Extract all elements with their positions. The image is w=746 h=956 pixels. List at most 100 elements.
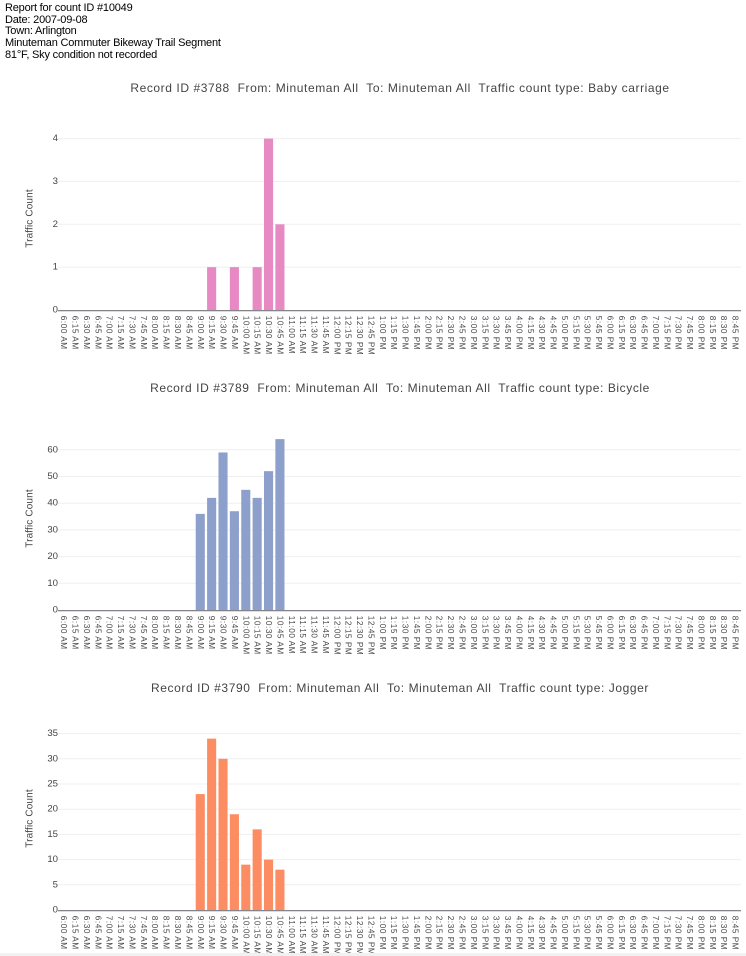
- svg-text:3:45 PM: 3:45 PM: [503, 616, 512, 650]
- svg-text:5:15 PM: 5:15 PM: [571, 916, 580, 950]
- svg-text:35: 35: [47, 728, 58, 739]
- svg-text:4:15 PM: 4:15 PM: [526, 916, 535, 950]
- svg-text:7:15 AM: 7:15 AM: [116, 316, 125, 350]
- svg-text:4:30 PM: 4:30 PM: [537, 316, 546, 350]
- svg-text:6:30 AM: 6:30 AM: [82, 316, 91, 350]
- svg-text:9:30 AM: 9:30 AM: [219, 916, 228, 950]
- svg-text:9:45 AM: 9:45 AM: [230, 316, 239, 350]
- svg-text:2:15 PM: 2:15 PM: [435, 916, 444, 950]
- svg-text:7:30 AM: 7:30 AM: [127, 616, 136, 650]
- svg-text:8:15 AM: 8:15 AM: [162, 916, 171, 950]
- svg-text:2:15 PM: 2:15 PM: [435, 316, 444, 350]
- svg-text:6:45 AM: 6:45 AM: [93, 616, 102, 650]
- svg-text:10:15 AM: 10:15 AM: [253, 316, 262, 355]
- svg-text:10:45 AM: 10:45 AM: [275, 916, 284, 955]
- svg-text:6:15 PM: 6:15 PM: [617, 316, 626, 350]
- svg-text:3: 3: [53, 176, 58, 187]
- svg-text:8:30 PM: 8:30 PM: [719, 916, 728, 950]
- svg-text:7:30 PM: 7:30 PM: [674, 916, 683, 950]
- svg-text:5:30 PM: 5:30 PM: [583, 616, 592, 650]
- svg-text:10:30 AM: 10:30 AM: [264, 616, 273, 655]
- svg-text:1:45 PM: 1:45 PM: [412, 916, 421, 950]
- svg-text:7:30 AM: 7:30 AM: [127, 916, 136, 950]
- svg-text:7:00 PM: 7:00 PM: [651, 616, 660, 650]
- svg-text:2: 2: [53, 219, 58, 230]
- svg-text:9:45 AM: 9:45 AM: [230, 916, 239, 950]
- svg-text:1: 1: [53, 262, 58, 273]
- svg-text:6:15 PM: 6:15 PM: [617, 616, 626, 650]
- svg-text:7:45 PM: 7:45 PM: [685, 916, 694, 950]
- svg-text:2:45 PM: 2:45 PM: [458, 616, 467, 650]
- svg-text:15: 15: [47, 829, 58, 840]
- svg-text:4:00 PM: 4:00 PM: [514, 916, 523, 950]
- svg-text:5:45 PM: 5:45 PM: [594, 616, 603, 650]
- svg-text:3:00 PM: 3:00 PM: [469, 316, 478, 350]
- svg-text:12:30 PM: 12:30 PM: [355, 616, 364, 655]
- svg-text:7:45 AM: 7:45 AM: [139, 616, 148, 650]
- svg-text:6:15 PM: 6:15 PM: [617, 916, 626, 950]
- svg-text:5:30 PM: 5:30 PM: [583, 916, 592, 950]
- svg-text:50: 50: [47, 471, 58, 482]
- svg-text:7:45 AM: 7:45 AM: [139, 316, 148, 350]
- svg-text:Record ID #3789 From: Minutem: Record ID #3789 From: Minuteman All To: …: [150, 381, 650, 395]
- svg-text:6:00 PM: 6:00 PM: [605, 316, 614, 350]
- svg-text:4:15 PM: 4:15 PM: [526, 616, 535, 650]
- svg-text:7:45 PM: 7:45 PM: [685, 616, 694, 650]
- svg-text:12:30 PM: 12:30 PM: [355, 916, 364, 955]
- svg-text:5: 5: [53, 879, 58, 890]
- svg-text:9:00 AM: 9:00 AM: [196, 616, 205, 650]
- svg-text:5:45 PM: 5:45 PM: [594, 316, 603, 350]
- svg-text:6:30 AM: 6:30 AM: [82, 916, 91, 950]
- svg-text:7:45 AM: 7:45 AM: [139, 916, 148, 950]
- svg-text:2:00 PM: 2:00 PM: [423, 316, 432, 350]
- svg-text:11:30 AM: 11:30 AM: [310, 916, 319, 954]
- svg-text:7:30 PM: 7:30 PM: [674, 316, 683, 350]
- svg-text:11:15 AM: 11:15 AM: [298, 316, 307, 354]
- svg-text:20: 20: [47, 804, 58, 815]
- svg-text:1:30 PM: 1:30 PM: [401, 916, 410, 950]
- svg-text:8:15 AM: 8:15 AM: [162, 316, 171, 350]
- svg-text:8:00 AM: 8:00 AM: [150, 616, 159, 650]
- svg-text:10:45 AM: 10:45 AM: [275, 616, 284, 655]
- svg-text:12:45 PM: 12:45 PM: [366, 616, 375, 655]
- svg-text:3:00 PM: 3:00 PM: [469, 616, 478, 650]
- svg-text:Record ID #3788 From: Minutem: Record ID #3788 From: Minuteman All To: …: [130, 81, 669, 95]
- svg-text:3:30 PM: 3:30 PM: [492, 916, 501, 950]
- svg-text:6:45 PM: 6:45 PM: [640, 316, 649, 350]
- svg-text:8:45 AM: 8:45 AM: [184, 616, 193, 650]
- svg-text:10: 10: [47, 578, 58, 589]
- svg-text:4:45 PM: 4:45 PM: [549, 616, 558, 650]
- svg-text:Traffic Count: Traffic Count: [25, 789, 36, 848]
- svg-text:6:00 AM: 6:00 AM: [59, 616, 68, 650]
- svg-text:12:15 PM: 12:15 PM: [344, 316, 353, 355]
- svg-text:2:30 PM: 2:30 PM: [446, 316, 455, 350]
- svg-text:11:45 AM: 11:45 AM: [321, 616, 330, 654]
- svg-text:9:00 AM: 9:00 AM: [196, 316, 205, 350]
- svg-text:9:30 AM: 9:30 AM: [219, 616, 228, 650]
- svg-text:8:30 PM: 8:30 PM: [719, 316, 728, 350]
- svg-text:8:00 AM: 8:00 AM: [150, 316, 159, 350]
- svg-text:3:15 PM: 3:15 PM: [480, 916, 489, 950]
- svg-text:7:15 AM: 7:15 AM: [116, 616, 125, 650]
- svg-text:8:45 PM: 8:45 PM: [731, 316, 740, 350]
- svg-text:10:15 AM: 10:15 AM: [253, 916, 262, 955]
- svg-text:12:30 PM: 12:30 PM: [355, 316, 364, 355]
- svg-text:7:15 PM: 7:15 PM: [662, 616, 671, 650]
- svg-text:4:00 PM: 4:00 PM: [514, 316, 523, 350]
- svg-text:6:00 AM: 6:00 AM: [59, 916, 68, 950]
- svg-text:12:00 PM: 12:00 PM: [332, 616, 341, 655]
- svg-text:8:00 AM: 8:00 AM: [150, 916, 159, 950]
- svg-text:60: 60: [47, 444, 58, 455]
- svg-text:8:00 PM: 8:00 PM: [696, 616, 705, 650]
- svg-text:10: 10: [47, 854, 58, 865]
- svg-text:9:15 AM: 9:15 AM: [207, 916, 216, 950]
- svg-text:5:00 PM: 5:00 PM: [560, 916, 569, 950]
- svg-text:1:00 PM: 1:00 PM: [378, 316, 387, 350]
- svg-text:9:00 AM: 9:00 AM: [196, 916, 205, 950]
- svg-text:5:00 PM: 5:00 PM: [560, 316, 569, 350]
- svg-text:6:45 AM: 6:45 AM: [93, 916, 102, 950]
- svg-text:Traffic Count: Traffic Count: [25, 489, 36, 548]
- svg-text:8:00 PM: 8:00 PM: [696, 316, 705, 350]
- svg-text:10:30 AM: 10:30 AM: [264, 316, 273, 355]
- svg-text:2:00 PM: 2:00 PM: [423, 916, 432, 950]
